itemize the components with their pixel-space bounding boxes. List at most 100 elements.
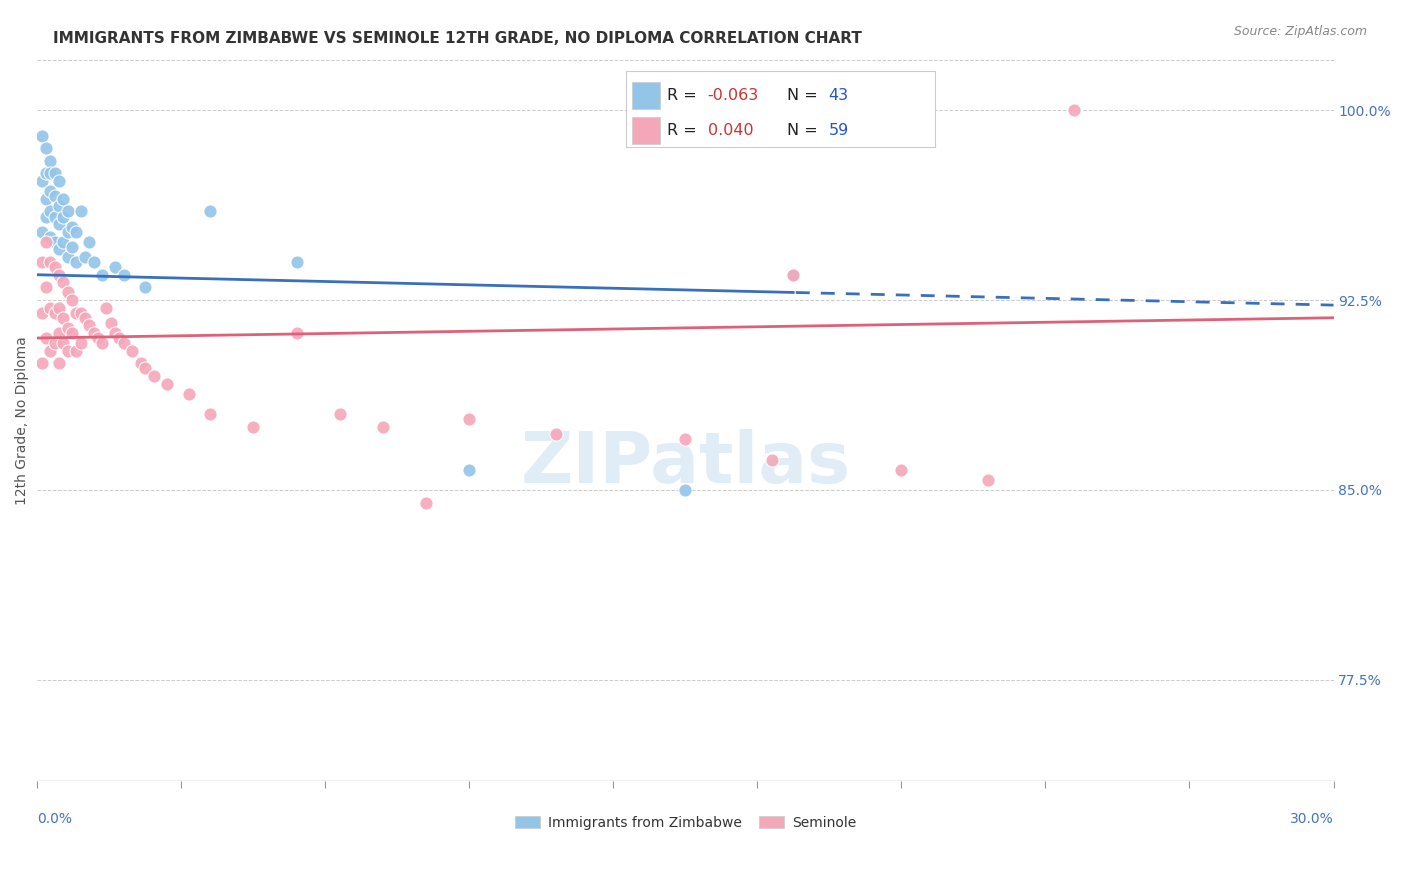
Point [44,210,66,224]
Point [48,268,70,282]
Point [65,225,87,239]
Point [121,343,143,358]
Point [56,285,79,300]
Text: 59: 59 [828,123,849,138]
Point [458,462,481,476]
Point [31,174,53,188]
Point [108,331,131,345]
Point [44,167,66,181]
Text: -0.063: -0.063 [707,88,759,103]
Text: 0.040: 0.040 [707,123,754,138]
Point [104,260,127,274]
Point [91,268,114,282]
Point [35,331,58,345]
Point [31,225,53,239]
Point [458,412,481,426]
Point [890,462,912,476]
Point [83,326,105,340]
Point [112,336,135,351]
Point [129,356,152,370]
Point [673,483,696,497]
Point [48,301,70,315]
Point [35,235,58,249]
Point [52,192,75,206]
Text: ZIPatlas: ZIPatlas [520,429,851,498]
Point [56,225,79,239]
Point [198,407,221,421]
Point [100,316,122,330]
Point [65,343,87,358]
Point [673,432,696,446]
Point [52,210,75,224]
Point [52,235,75,249]
FancyBboxPatch shape [631,117,659,145]
Point [35,141,58,155]
Point [48,356,70,370]
Point [44,260,66,274]
Point [73,250,96,264]
Text: 43: 43 [828,88,848,103]
Point [69,306,91,320]
Point [371,419,394,434]
Point [60,326,83,340]
Point [112,268,135,282]
Point [31,356,53,370]
Point [56,250,79,264]
Point [35,210,58,224]
Point [31,255,53,269]
Point [48,174,70,188]
Point [56,343,79,358]
Y-axis label: 12th Grade, No Diploma: 12th Grade, No Diploma [15,336,30,505]
Point [39,255,62,269]
Point [48,243,70,257]
Point [69,204,91,219]
Point [48,217,70,231]
Point [60,240,83,254]
Point [44,336,66,351]
Point [52,336,75,351]
Text: R =: R = [668,88,703,103]
Point [544,427,567,442]
Point [39,343,62,358]
Point [134,361,156,376]
Point [285,326,308,340]
Point [35,167,58,181]
Point [329,407,352,421]
Point [35,192,58,206]
Point [60,293,83,307]
Point [143,369,166,384]
Point [65,255,87,269]
Point [782,268,804,282]
Text: N =: N = [786,88,823,103]
Text: Source: ZipAtlas.com: Source: ZipAtlas.com [1233,25,1367,38]
Point [31,128,53,143]
Point [104,326,127,340]
Text: R =: R = [668,123,707,138]
Point [39,153,62,168]
Point [77,318,100,333]
Point [44,189,66,203]
Point [56,204,79,219]
Point [156,376,179,391]
Text: 0.0%: 0.0% [38,812,72,825]
Point [39,184,62,198]
Point [761,452,783,467]
Point [177,386,200,401]
Point [35,280,58,294]
Point [39,167,62,181]
Legend: Immigrants from Zimbabwe, Seminole: Immigrants from Zimbabwe, Seminole [509,810,862,835]
Text: IMMIGRANTS FROM ZIMBABWE VS SEMINOLE 12TH GRADE, NO DIPLOMA CORRELATION CHART: IMMIGRANTS FROM ZIMBABWE VS SEMINOLE 12T… [53,31,862,46]
Point [415,495,437,509]
Point [242,419,264,434]
Point [31,306,53,320]
Point [52,310,75,325]
Point [96,301,118,315]
Point [1063,103,1085,118]
Point [39,204,62,219]
FancyBboxPatch shape [631,82,659,109]
Point [39,301,62,315]
Point [44,235,66,249]
Point [48,326,70,340]
Point [52,276,75,290]
Point [91,336,114,351]
